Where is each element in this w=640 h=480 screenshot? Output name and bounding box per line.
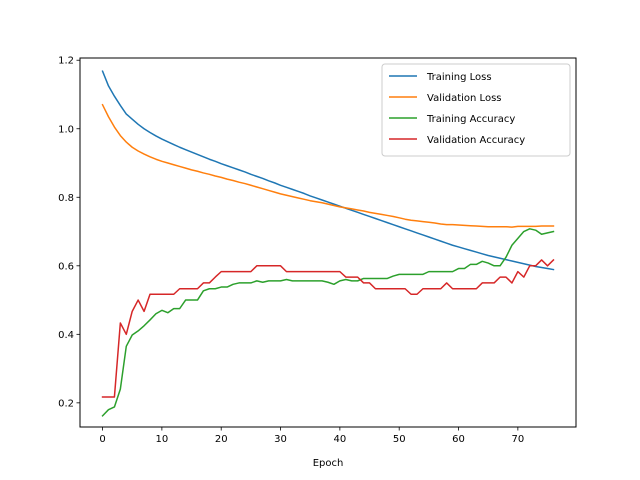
x-tick-label: 10 [156,434,169,445]
series-line-1 [101,103,555,228]
series-line-3 [101,258,555,398]
x-tick-label: 30 [274,434,287,445]
y-tick-label: 0.8 [58,193,74,204]
x-tick-label: 60 [452,434,465,445]
series-line-0 [101,70,555,271]
legend-label-0: Training Loss [426,72,492,83]
legend-label-2: Training Accuracy [426,114,515,125]
x-axis-ticks: 0 10 20 30 40 50 60 70 [99,427,524,445]
y-tick-label: 0.6 [58,261,74,272]
series-line-2 [101,228,555,417]
y-tick-label: 1.0 [58,124,74,135]
x-tick-label: 0 [99,434,105,445]
legend-box [381,63,571,157]
y-tick-label: 0.2 [58,398,74,409]
x-tick-label: 50 [393,434,406,445]
x-tick-label: 70 [511,434,524,445]
plot-lines [101,70,555,417]
x-tick-label: 40 [333,434,346,445]
y-tick-label: 0.4 [58,330,74,341]
x-tick-label: 20 [215,434,228,445]
y-axis-ticks: 0.2 0.4 0.6 0.8 1.0 1.2 [58,56,80,409]
legend-label-1: Validation Loss [427,93,502,104]
x-axis-label: Epoch [313,458,344,469]
legend: Training Loss Validation Loss Training Acc… [381,63,571,157]
y-tick-label: 1.2 [58,56,74,67]
axes-frame [79,57,577,428]
legend-label-3: Validation Accuracy [427,135,525,146]
